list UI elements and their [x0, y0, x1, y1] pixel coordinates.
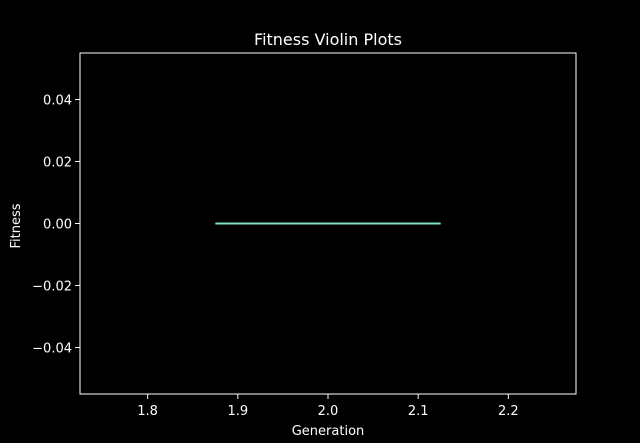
x-tick-label: 2.1	[408, 404, 429, 419]
y-tick-label: −0.04	[32, 342, 72, 357]
x-tick-label: 2.0	[318, 404, 339, 419]
y-tick-label: 0.00	[43, 218, 72, 233]
y-tick-label: 0.04	[43, 94, 72, 109]
x-tick-label: 1.8	[137, 404, 158, 419]
y-tick-label: −0.02	[32, 280, 72, 295]
x-tick-label: 1.9	[227, 404, 248, 419]
x-axis-label: Generation	[292, 424, 365, 439]
y-axis-label: Fitness	[9, 203, 24, 248]
x-axis: 1.8 1.9 2.0 2.1 2.2	[137, 394, 519, 419]
x-tick-label: 2.2	[498, 404, 519, 419]
chart-title: Fitness Violin Plots	[254, 30, 402, 49]
y-tick-label: 0.02	[43, 156, 72, 171]
y-axis: −0.04 −0.02 0.00 0.02 0.04	[32, 94, 80, 357]
